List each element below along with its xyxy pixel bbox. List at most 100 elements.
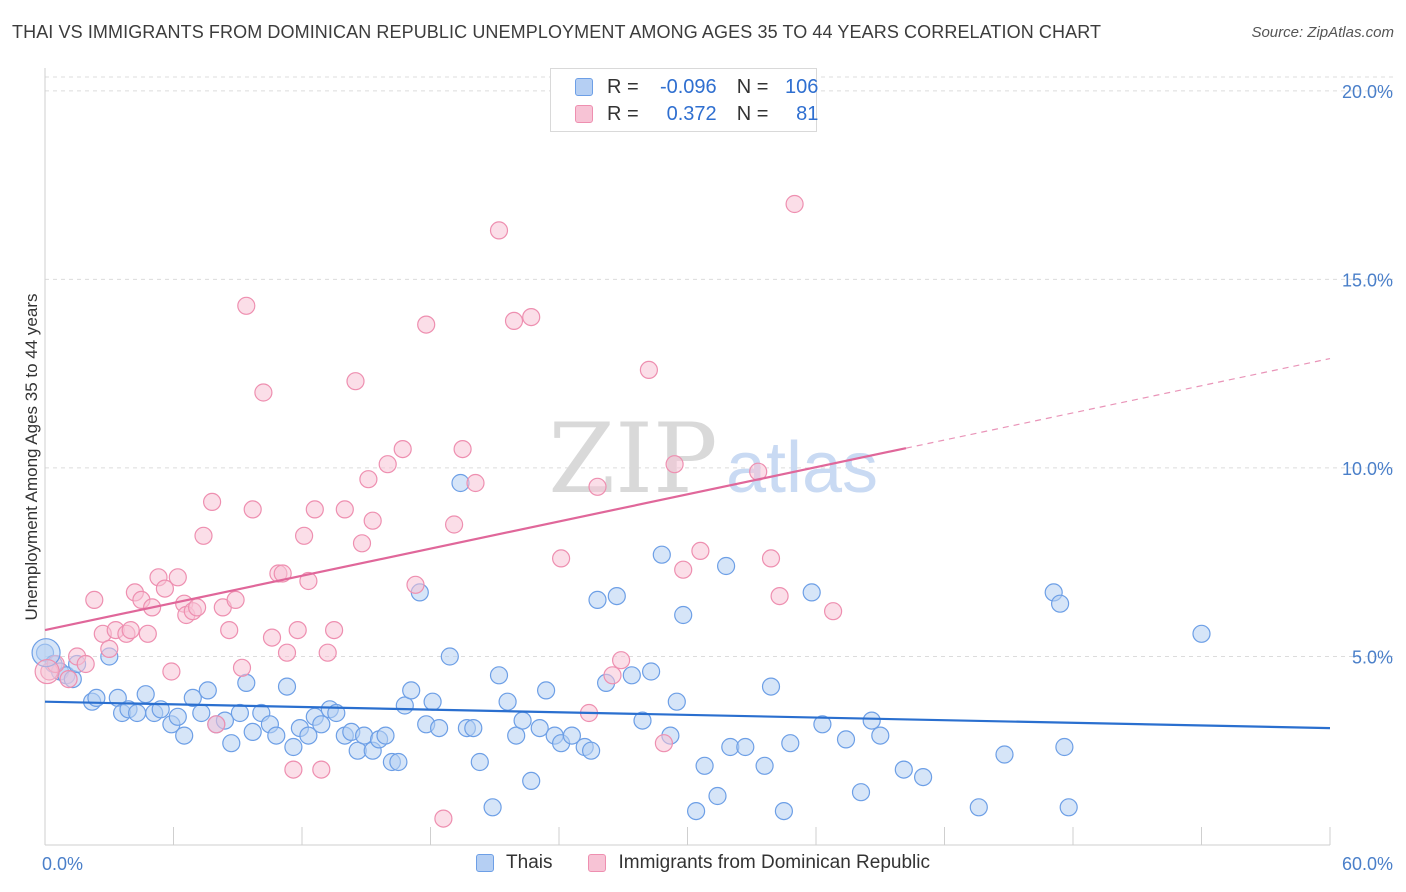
point-thais: [312, 715, 331, 734]
axes: [44, 68, 1331, 846]
point-thais: [299, 726, 318, 745]
point-thais: [507, 726, 526, 745]
point-dominican: [207, 715, 226, 734]
point-thais: [755, 756, 774, 775]
point-dominican: [785, 194, 804, 214]
point-dominican: [522, 308, 541, 327]
point-dominican: [295, 526, 314, 545]
legend-swatch-dominican: [575, 105, 593, 123]
point-dominican: [453, 440, 472, 459]
point-thais: [183, 688, 202, 708]
point-dominican: [162, 662, 181, 681]
tick-labels: 5.0% 10.0% 15.0% 20.0% 0.0% 60.0%: [42, 82, 1393, 874]
legend-r-label: R =: [607, 102, 639, 125]
point-dominican: [674, 560, 693, 579]
point-dominican: [34, 658, 60, 685]
legend-n-value: 81: [796, 102, 819, 125]
point-thais: [128, 703, 147, 723]
point-thais: [1059, 798, 1078, 817]
point-thais: [802, 583, 821, 602]
point-thais: [1055, 737, 1074, 757]
legend-item-dominican[interactable]: Immigrants from Dominican Republic: [588, 852, 930, 874]
point-thais: [464, 718, 483, 738]
point-dominican: [262, 628, 282, 647]
point-thais: [513, 711, 532, 730]
point-dominican: [504, 311, 524, 330]
legend-label-thais: Thais: [506, 852, 553, 873]
point-thais: [836, 730, 856, 749]
point-thais: [470, 752, 489, 772]
legend-r-value: -0.096: [659, 75, 717, 98]
trend-line-dominican: [44, 447, 907, 632]
point-thais: [402, 681, 421, 700]
point-thais: [695, 756, 714, 775]
point-dominican: [466, 473, 485, 493]
watermark-atlas: atlas: [726, 428, 878, 508]
point-thais: [995, 745, 1014, 764]
point-thais: [277, 677, 297, 696]
point-thais: [667, 692, 686, 711]
trend-lines: [44, 357, 1331, 730]
point-dominican: [188, 598, 207, 617]
x-tick-label-max: 60.0%: [1342, 854, 1393, 874]
legend-swatch-dominican: [588, 854, 607, 872]
point-dominican: [318, 643, 337, 662]
point-dominican: [603, 666, 622, 685]
point-thais: [871, 726, 890, 745]
point-dominican: [312, 760, 331, 779]
point-thais: [522, 771, 541, 791]
watermark: ZIP atlas: [548, 403, 878, 515]
point-dominican: [325, 620, 344, 640]
point-thais: [607, 586, 626, 606]
chart-title: THAI VS IMMIGRANTS FROM DOMINICAN REPUBL…: [12, 22, 1102, 42]
y-tick-label: 20.0%: [1342, 82, 1393, 102]
point-dominican: [254, 383, 273, 402]
point-dominican: [654, 734, 674, 753]
point-thais: [168, 707, 187, 726]
point-thais: [376, 726, 395, 745]
legend-item-thais[interactable]: Thais: [476, 852, 552, 874]
point-thais: [581, 741, 601, 760]
point-thais: [913, 767, 933, 787]
point-dominican: [85, 590, 104, 610]
point-dominican: [59, 669, 78, 689]
point-dominican: [639, 360, 659, 379]
point-thais: [175, 726, 194, 745]
point-dominican: [406, 575, 425, 594]
point-thais: [198, 681, 217, 700]
point-dominican: [335, 500, 354, 519]
point-thais: [894, 760, 913, 779]
legend-swatch-thais: [476, 854, 495, 872]
point-thais: [237, 673, 256, 693]
point-dominican: [417, 315, 436, 334]
legend-n-value: 106: [785, 75, 819, 98]
point-thais: [355, 726, 374, 745]
legend-n-label: N =: [736, 75, 769, 98]
legend-row-thais: R = -0.096 N = 106: [575, 75, 818, 99]
data-points: [31, 194, 1211, 828]
point-thais: [641, 662, 661, 681]
point-thais: [222, 734, 241, 753]
trend-line-thais: [44, 700, 1331, 730]
legend-label-dominican: Immigrants from Dominican Republic: [618, 852, 930, 873]
point-thais: [192, 703, 211, 723]
point-thais: [633, 711, 652, 730]
trend-line-dominican-extension: [905, 357, 1331, 449]
point-thais: [395, 696, 414, 715]
point-dominican: [243, 500, 262, 519]
y-axis-label: Unemployment Among Ages 35 to 44 years: [22, 294, 41, 621]
point-dominican: [121, 620, 140, 640]
point-dominican: [76, 654, 95, 674]
point-dominican: [232, 658, 252, 677]
point-thais: [389, 752, 408, 772]
point-dominican: [288, 620, 307, 640]
point-dominican: [138, 624, 157, 643]
point-thais: [483, 798, 502, 817]
point-thais: [440, 647, 459, 666]
point-dominican: [823, 602, 843, 621]
point-thais: [736, 737, 755, 757]
point-thais: [774, 801, 794, 821]
point-dominican: [611, 651, 631, 670]
point-dominican: [359, 470, 378, 489]
